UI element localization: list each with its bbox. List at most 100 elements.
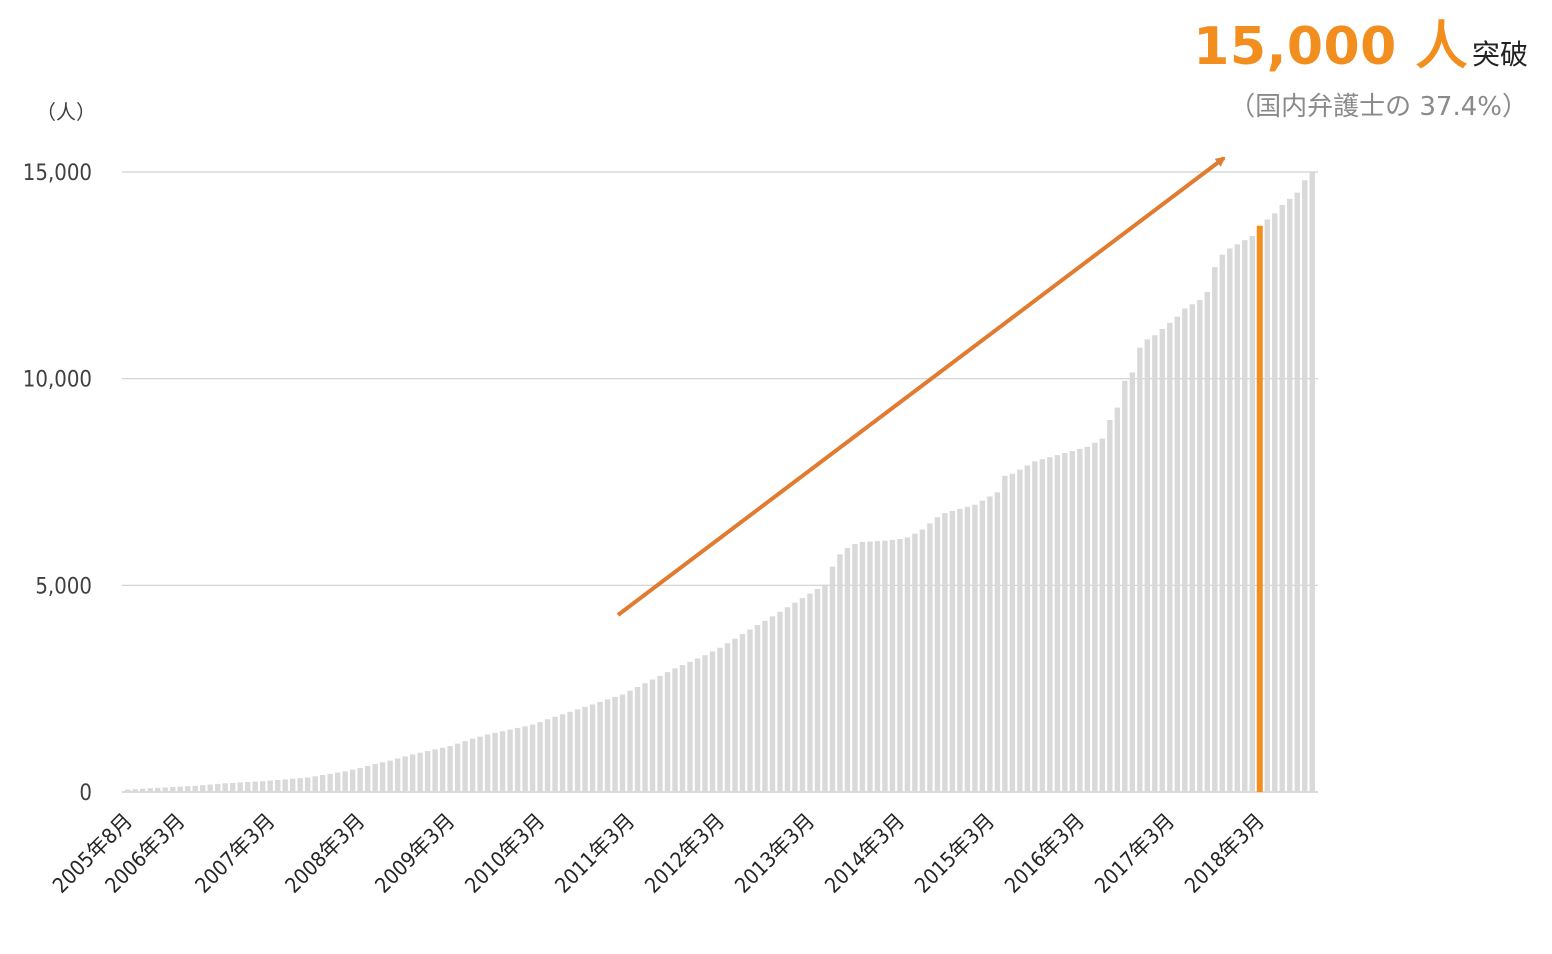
y-tick-label: 5,000	[35, 574, 92, 599]
bar	[994, 492, 1001, 792]
bar	[499, 731, 506, 792]
bar	[402, 756, 408, 792]
bar	[1279, 205, 1285, 793]
bar	[679, 665, 686, 792]
bar	[357, 768, 363, 792]
bar	[252, 781, 258, 792]
bar	[140, 788, 146, 792]
bars	[125, 172, 1315, 793]
bar	[304, 777, 311, 792]
bar	[1099, 438, 1106, 792]
bar	[777, 611, 783, 792]
bar	[244, 782, 251, 792]
bar	[447, 746, 453, 792]
bar	[522, 726, 528, 792]
x-tick-label: 2007年3月	[191, 809, 280, 898]
bar	[882, 540, 888, 792]
bar	[1182, 308, 1188, 792]
bar	[162, 787, 168, 792]
bar	[799, 598, 806, 792]
bar	[1077, 448, 1083, 792]
bar	[709, 651, 716, 792]
bar	[1009, 473, 1016, 792]
y-axis-ticks: 0 5,000 10,000 15,000	[23, 161, 92, 806]
bar	[364, 765, 371, 792]
x-tick-label: 2008年3月	[281, 809, 370, 898]
bar	[747, 629, 753, 792]
x-tick-label: 2012年3月	[640, 809, 729, 898]
bar	[1084, 446, 1091, 792]
bar	[424, 751, 431, 792]
bar	[1017, 469, 1023, 792]
bar	[282, 779, 288, 792]
bar	[604, 699, 611, 792]
bar	[342, 771, 348, 792]
x-tick-label: 2009年3月	[370, 809, 459, 898]
bar	[1129, 372, 1136, 792]
x-tick-label: 2018年3月	[1180, 809, 1269, 898]
bar	[297, 778, 303, 792]
bar	[687, 661, 693, 792]
x-tick-label: 2016年3月	[1000, 809, 1089, 898]
x-tick-label: 2010年3月	[460, 809, 549, 898]
bar	[125, 789, 131, 792]
bar	[874, 541, 881, 792]
y-axis-unit-label: （人）	[36, 100, 96, 124]
bar	[934, 517, 941, 792]
bar	[889, 539, 896, 792]
bar	[1152, 335, 1158, 792]
bar	[267, 780, 273, 792]
bar	[462, 741, 468, 792]
bar	[919, 529, 926, 792]
bar	[379, 762, 386, 792]
bar	[642, 683, 648, 792]
bar	[829, 566, 836, 792]
bar	[1107, 420, 1113, 792]
bar	[559, 714, 566, 792]
bar	[537, 722, 543, 792]
bar	[979, 500, 986, 792]
bar	[372, 763, 378, 792]
y-tick-label: 10,000	[23, 368, 92, 393]
bar	[754, 625, 761, 792]
bar	[274, 780, 281, 792]
bar	[237, 782, 243, 792]
bar	[867, 541, 873, 792]
bar	[1047, 457, 1053, 792]
bar	[597, 701, 603, 792]
bar	[567, 711, 573, 792]
bar	[724, 643, 731, 792]
bar	[544, 719, 551, 792]
bar	[814, 589, 821, 792]
bar	[1197, 300, 1203, 792]
bar	[147, 788, 153, 792]
bar	[837, 554, 843, 792]
bar	[514, 727, 521, 792]
bar	[949, 510, 956, 792]
bar	[942, 513, 948, 792]
bar	[192, 785, 198, 792]
bar	[215, 783, 221, 792]
bar	[529, 724, 536, 792]
bar	[1242, 240, 1248, 792]
bar	[1287, 198, 1293, 792]
bar	[432, 749, 438, 792]
bar	[807, 593, 813, 792]
bar	[1204, 291, 1210, 792]
bar	[289, 778, 296, 792]
headline-suffix: 突破	[1471, 38, 1528, 71]
bar	[1309, 172, 1315, 792]
bar	[200, 785, 206, 792]
bar	[627, 690, 633, 792]
bar	[1159, 329, 1166, 792]
bar	[1002, 475, 1008, 792]
bar	[1024, 465, 1031, 792]
bar	[852, 544, 858, 792]
bar	[732, 638, 738, 792]
bar	[409, 754, 416, 792]
bar	[619, 694, 626, 792]
bar	[469, 738, 476, 792]
bar	[792, 602, 798, 792]
bar	[207, 784, 213, 792]
